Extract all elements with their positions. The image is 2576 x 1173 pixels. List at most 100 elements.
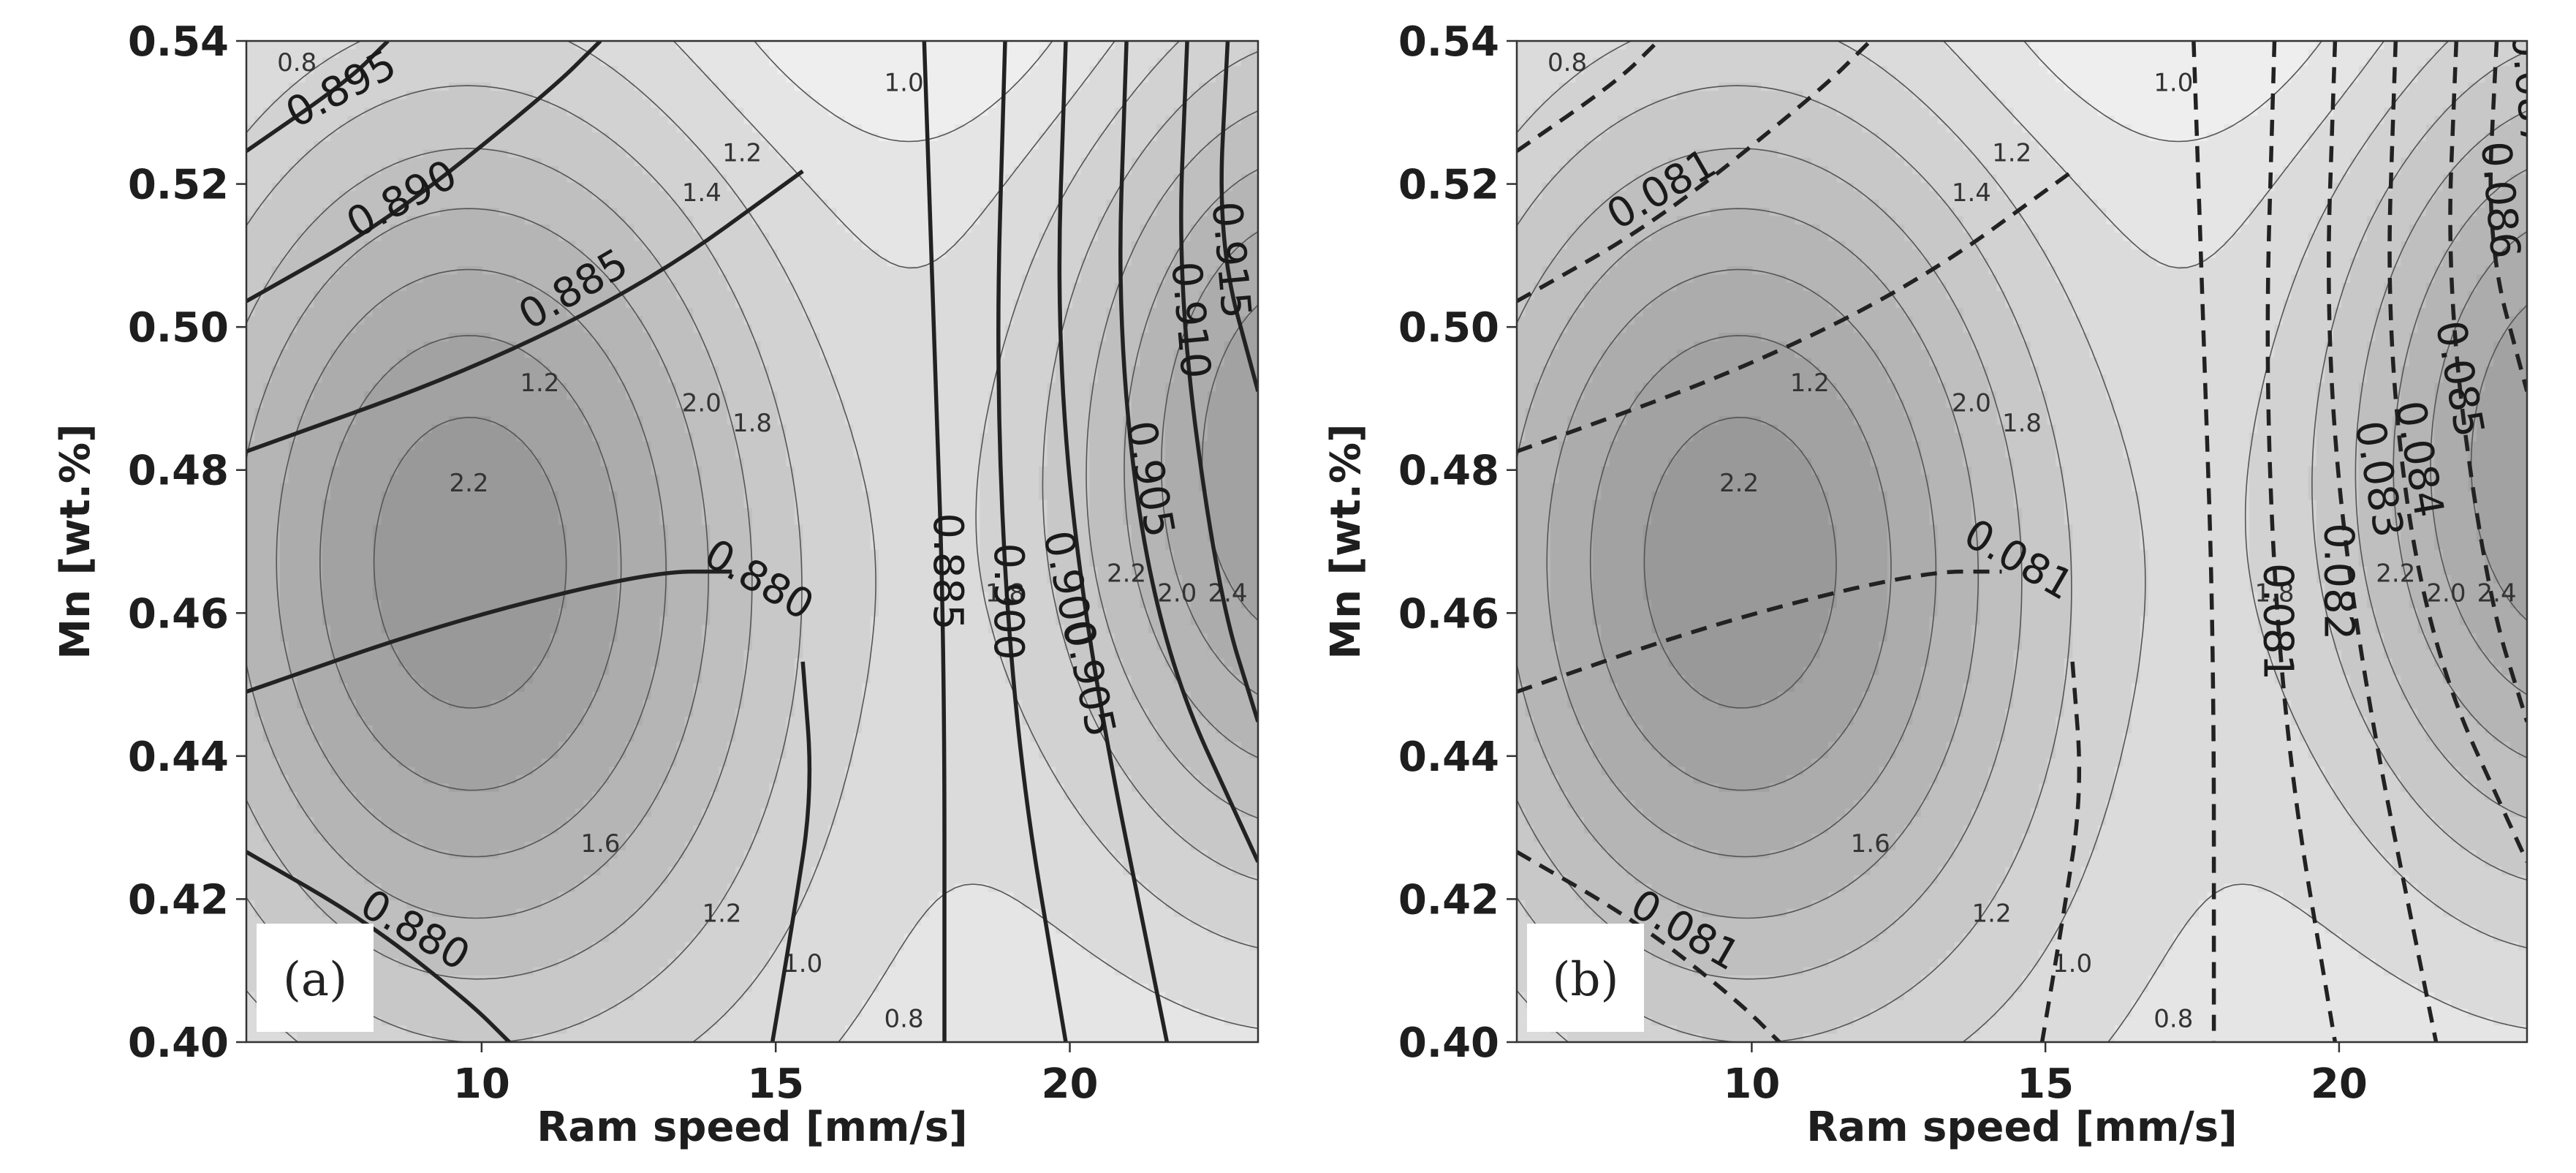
y-axis-ticks: 0.40 0.42 0.44 0.46 0.48 0.50 0.52 0.54 — [1398, 18, 1517, 1067]
contour-label-2.0: 2.0 — [1157, 579, 1197, 608]
contour-label-1.6: 1.6 — [580, 829, 620, 859]
panel-a: 0.81.01.21.41.22.22.01.81.61.21.00.81.82… — [52, 18, 1259, 1151]
overlay-curve-10 — [1179, 41, 1258, 723]
contour-label-1.0: 1.0 — [884, 68, 924, 97]
x-axis-label: Ram speed [mm/s] — [537, 1104, 967, 1151]
contour-label-2.0: 2.0 — [2426, 579, 2466, 608]
y-tick-label: 0.42 — [128, 876, 229, 924]
x-tick-label: 20 — [1042, 1060, 1099, 1108]
x-tick-label: 10 — [453, 1060, 510, 1108]
contour-label-1.0: 1.0 — [783, 949, 822, 978]
x-axis-ticks: 10 15 20 — [453, 1042, 1099, 1108]
contour-label-1.8: 1.8 — [732, 409, 772, 438]
contour-label-1.4: 1.4 — [682, 178, 721, 208]
panel-tag-label: (a) — [283, 953, 347, 1007]
x-tick-label: 10 — [1723, 1060, 1780, 1108]
overlay-contours — [1517, 41, 2527, 1042]
contour-level-labels: 0.81.01.21.41.22.22.01.81.61.21.00.81.82… — [1548, 48, 2517, 1033]
overlay-label-6: 0.900 — [985, 543, 1032, 660]
plot-area: 0.81.01.21.41.22.22.01.81.61.21.00.81.82… — [1517, 29, 2559, 1042]
y-tick-label: 0.46 — [128, 590, 229, 638]
overlay-contours — [246, 41, 1258, 1042]
overlay-curve-6 — [2192, 41, 2216, 1042]
overlay-label-4: 0.082 — [2315, 523, 2363, 640]
overlay-label-3: 0.081 — [2254, 563, 2302, 680]
x-tick-label: 15 — [747, 1060, 804, 1108]
contour-label-0.8: 0.8 — [1548, 48, 1587, 78]
contour-label-1.8: 1.8 — [2254, 579, 2294, 608]
y-tick-label: 0.44 — [128, 733, 229, 781]
contour-label-2.2: 2.2 — [449, 469, 488, 498]
overlay-label-5: 0.885 — [924, 513, 971, 630]
x-tick-label: 15 — [2017, 1060, 2074, 1108]
x-tick-label: 20 — [2311, 1060, 2368, 1108]
contour-label-1.2: 1.2 — [520, 369, 559, 398]
overlay-curve-8 — [2327, 41, 2439, 1042]
overlay-label-9: 0.087 — [2501, 29, 2559, 150]
contour-line-1.4 — [1517, 50, 2527, 1042]
contour-label-2.2: 2.2 — [1107, 559, 1146, 588]
contour-label-1.2: 1.2 — [1992, 138, 2031, 167]
contour-line-1.6 — [1517, 110, 2527, 980]
panel-tag-box — [257, 924, 374, 1032]
overlay-curve-1 — [246, 41, 602, 303]
y-tick-label: 0.44 — [1398, 733, 1499, 781]
contour-line-1.2 — [1517, 41, 2527, 1042]
contour-label-2.0: 2.0 — [1952, 389, 1991, 418]
overlay-curve-7 — [996, 41, 1068, 1042]
overlay-curve-9 — [1118, 41, 1258, 863]
x-axis-ticks: 10 15 20 — [1723, 1042, 2368, 1108]
overlay-curve-7 — [2265, 41, 2338, 1042]
contour-label-0.8: 0.8 — [2153, 1004, 2193, 1033]
contour-label-1.0: 1.0 — [2053, 949, 2092, 978]
overlay-curve-6 — [922, 41, 947, 1042]
contour-label-1.8: 1.8 — [2002, 409, 2042, 438]
overlay-curve-1 — [1517, 41, 1872, 303]
y-tick-label: 0.48 — [1398, 448, 1499, 495]
contour-label-2.4: 2.4 — [1208, 579, 1247, 608]
contour-label-2.2: 2.2 — [1719, 469, 1759, 498]
y-tick-label: 0.50 — [128, 304, 229, 352]
filled-contour-bands — [246, 41, 1258, 1042]
panel-tag: (b) — [1527, 924, 1644, 1032]
y-tick-label: 0.54 — [1398, 18, 1499, 66]
filled-contour-bands — [1517, 41, 2527, 1042]
overlay-curve-10 — [2448, 41, 2527, 723]
overlay-label-10: 0.910 — [1162, 260, 1219, 380]
contour-label-1.4: 1.4 — [1952, 178, 1991, 208]
contour-label-0.8: 0.8 — [277, 48, 317, 78]
y-tick-label: 0.52 — [128, 162, 229, 209]
overlay-curve-0 — [246, 41, 390, 153]
contour-label-1.2: 1.2 — [702, 899, 741, 929]
contour-line-0.8 — [754, 41, 1053, 143]
overlay-curve-4 — [246, 850, 511, 1042]
contour-line-2.4 — [1643, 417, 1837, 709]
panel-tag: (a) — [257, 924, 374, 1032]
plot-frame — [1515, 39, 2528, 1044]
overlay-curve-3 — [1517, 569, 2002, 694]
overlay-curve-2 — [1517, 169, 2074, 453]
contour-label-1.2: 1.2 — [1790, 369, 1830, 398]
panel-tag-box — [1527, 924, 1644, 1032]
y-tick-label: 0.46 — [1398, 590, 1499, 638]
contour-line-1.4 — [246, 50, 1258, 1042]
overlay-curve-11 — [1219, 41, 1258, 392]
y-tick-label: 0.40 — [128, 1019, 229, 1067]
y-tick-label: 0.50 — [1398, 304, 1499, 352]
y-axis-ticks: 0.40 0.42 0.44 0.46 0.48 0.50 0.52 0.54 — [128, 18, 246, 1067]
y-tick-label: 0.40 — [1398, 1019, 1499, 1067]
plot-area: 0.81.01.21.41.22.22.01.81.61.21.00.81.82… — [246, 41, 1258, 1042]
contour-label-1.0: 1.0 — [2153, 68, 2193, 97]
overlay-curve-8 — [1057, 41, 1170, 1042]
y-axis-label: Mn [wt.%] — [1322, 423, 1370, 659]
contour-line-1.0 — [673, 41, 1258, 1042]
y-axis-label: Mn [wt.%] — [52, 423, 99, 659]
overlay-curve-3 — [246, 569, 732, 694]
contour-line-2.4 — [373, 417, 567, 709]
plot-frame — [245, 39, 1259, 1044]
contour-label-0.8: 0.8 — [884, 1004, 924, 1033]
overlay-curve-4 — [1517, 850, 1781, 1042]
contour-label-1.6: 1.6 — [1851, 829, 1890, 859]
y-tick-label: 0.54 — [128, 18, 229, 66]
